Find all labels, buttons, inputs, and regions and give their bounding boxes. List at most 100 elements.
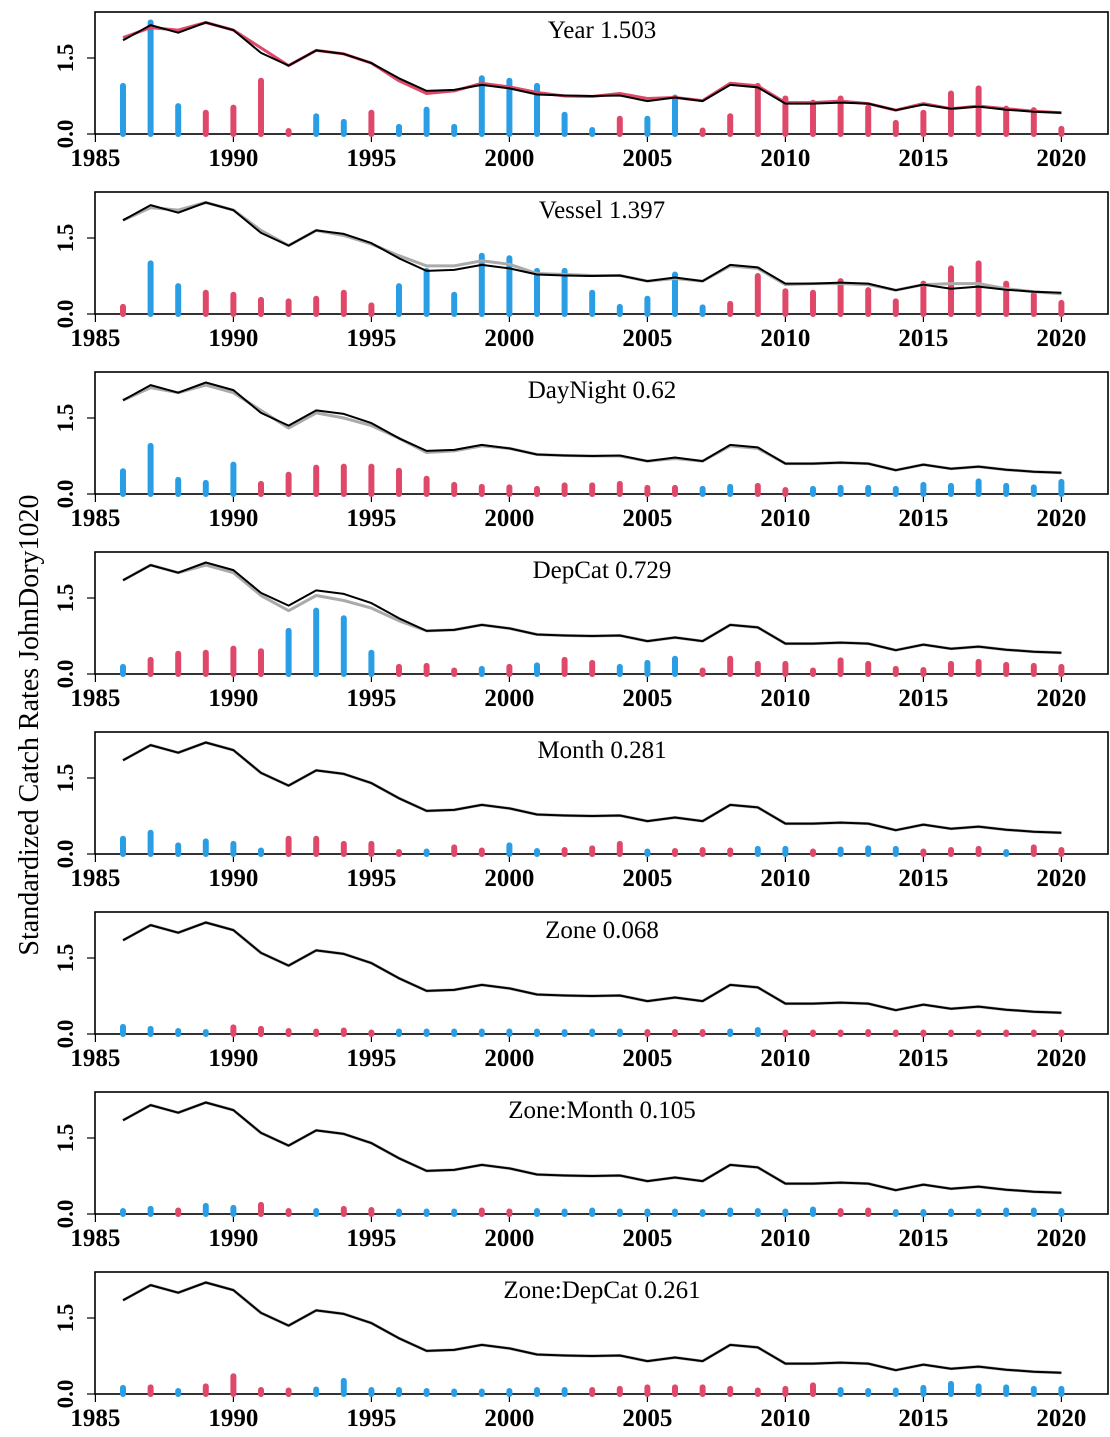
x-tick-label: 2005: [622, 865, 672, 892]
x-tick-label: 2000: [484, 325, 534, 352]
x-tick-label: 1990: [208, 865, 258, 892]
x-tick-label: 1990: [208, 1405, 258, 1432]
x-tick-label: 2000: [484, 505, 534, 532]
x-tick-label: 2020: [1036, 145, 1086, 172]
x-tick-label: 2015: [898, 325, 948, 352]
panel-zone: 1985 1990 1995 2000 2005 2010 2015 2020 0.0 1.5 Zo…: [53, 911, 1109, 1072]
y-tick-label: 0.0: [53, 480, 78, 509]
x-tick-label: 2005: [622, 1405, 672, 1432]
panel-frame: [94, 11, 1109, 135]
x-tick-label: 2000: [484, 685, 534, 712]
panel-vessel: 1985 1990 1995 2000 2005 2010 2015 2020 0.0 1.5 Ve…: [53, 191, 1109, 352]
x-tick-label: 1985: [70, 325, 120, 352]
x-tick-label: 1990: [208, 1045, 258, 1072]
x-tick-label: 2020: [1036, 325, 1086, 352]
panel-frame: [94, 1271, 1109, 1395]
panel-zone-depcat: 1985 1990 1995 2000 2005 2010 2015 2020 0.0 1.5 Zo…: [53, 1271, 1109, 1432]
x-tick-label: 2010: [760, 685, 810, 712]
x-tick-label: 1990: [208, 325, 258, 352]
y-tick-label: 0.0: [53, 840, 78, 869]
x-tick-label: 2005: [622, 505, 672, 532]
standardized-index-line: [122, 1281, 1062, 1374]
x-tick-label: 1985: [70, 1225, 120, 1252]
y-axis-label: Standardized Catch Rates JohnDory1020: [14, 494, 45, 955]
x-tick-label: 1995: [346, 1045, 396, 1072]
panel-frame: [94, 1091, 1109, 1215]
x-tick-label: 1995: [346, 1225, 396, 1252]
x-tick-label: 2000: [484, 1225, 534, 1252]
x-tick-label: 2010: [760, 1045, 810, 1072]
panel-title: Year 1.503: [548, 17, 657, 44]
x-tick-label: 2010: [760, 325, 810, 352]
x-tick-label: 2010: [760, 145, 810, 172]
x-tick-label: 2020: [1036, 505, 1086, 532]
x-tick-label: 2015: [898, 505, 948, 532]
panel-frame: [94, 731, 1109, 855]
x-tick-label: 2020: [1036, 1045, 1086, 1072]
panel-frame: [94, 371, 1109, 495]
x-tick-label: 1995: [346, 505, 396, 532]
standardized-index-line: [122, 381, 1062, 474]
x-tick-label: 1990: [208, 1225, 258, 1252]
x-tick-label: 1995: [346, 145, 396, 172]
x-tick-label: 1995: [346, 865, 396, 892]
x-tick-label: 2000: [484, 1405, 534, 1432]
y-tick-label: 1.5: [53, 404, 78, 433]
x-tick-label: 2020: [1036, 685, 1086, 712]
y-tick-label: 1.5: [53, 764, 78, 793]
standardized-index-line: [122, 201, 1062, 294]
standardized-index-line: [122, 921, 1062, 1014]
y-tick-label: 1.5: [53, 584, 78, 613]
y-tick-label: 1.5: [53, 944, 78, 973]
panel-depcat: 1985 1990 1995 2000 2005 2010 2015 2020 0.0 1.5 De…: [53, 551, 1109, 712]
standardized-index-line: [122, 561, 1062, 654]
x-tick-label: 1985: [70, 865, 120, 892]
panel-title: DayNight 0.62: [528, 377, 677, 404]
y-tick-label: 0.0: [53, 300, 78, 329]
panel-frame: [94, 911, 1109, 1035]
x-tick-label: 1995: [346, 685, 396, 712]
standardized-index-line: [122, 1101, 1062, 1194]
x-tick-label: 2015: [898, 685, 948, 712]
x-tick-label: 1985: [70, 145, 120, 172]
x-tick-label: 1990: [208, 145, 258, 172]
x-tick-label: 2020: [1036, 1225, 1086, 1252]
panel-title: Month 0.281: [537, 737, 666, 764]
x-tick-label: 1995: [346, 1405, 396, 1432]
y-tick-label: 0.0: [53, 120, 78, 149]
panel-zone-month: 1985 1990 1995 2000 2005 2010 2015 2020 0.0 1.5 Zo…: [53, 1091, 1109, 1252]
x-tick-label: 2000: [484, 1045, 534, 1072]
panel-title: Zone:DepCat 0.261: [503, 1277, 700, 1304]
panel-frame: [94, 191, 1109, 315]
x-tick-label: 2015: [898, 1045, 948, 1072]
x-tick-label: 2020: [1036, 865, 1086, 892]
standardized-index-line: [122, 21, 1062, 114]
x-tick-label: 2015: [898, 145, 948, 172]
y-tick-label: 0.0: [53, 660, 78, 689]
x-tick-label: 2010: [760, 865, 810, 892]
x-tick-label: 2015: [898, 1225, 948, 1252]
x-tick-label: 1990: [208, 505, 258, 532]
panel-title: Vessel 1.397: [539, 197, 665, 224]
panel-title: Zone:Month 0.105: [508, 1097, 696, 1124]
y-tick-label: 1.5: [53, 44, 78, 73]
x-tick-label: 1990: [208, 685, 258, 712]
y-tick-label: 0.0: [53, 1200, 78, 1229]
x-tick-label: 2005: [622, 685, 672, 712]
x-tick-label: 2015: [898, 865, 948, 892]
y-tick-label: 1.5: [53, 224, 78, 253]
y-tick-label: 1.5: [53, 1304, 78, 1333]
x-tick-label: 2010: [760, 1225, 810, 1252]
panel-title: DepCat 0.729: [533, 557, 672, 584]
x-tick-label: 1985: [70, 685, 120, 712]
panel-title: Zone 0.068: [545, 917, 659, 944]
panel-frame: [94, 551, 1109, 675]
x-tick-label: 2010: [760, 1405, 810, 1432]
x-tick-label: 2010: [760, 505, 810, 532]
x-tick-label: 2005: [622, 1225, 672, 1252]
x-tick-label: 2000: [484, 865, 534, 892]
y-tick-label: 0.0: [53, 1380, 78, 1409]
x-tick-label: 2000: [484, 145, 534, 172]
x-tick-label: 1995: [346, 325, 396, 352]
